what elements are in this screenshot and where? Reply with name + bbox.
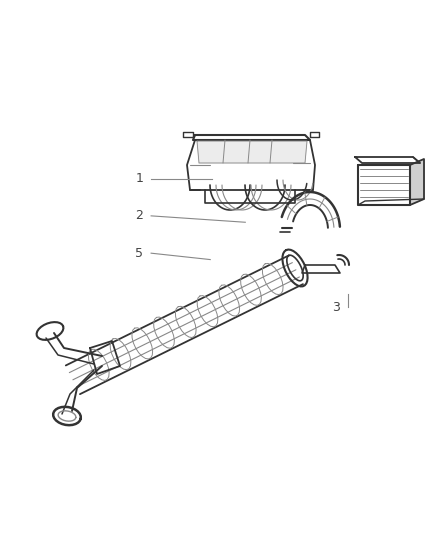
Text: 5: 5 bbox=[135, 247, 143, 260]
Text: 2: 2 bbox=[135, 209, 143, 222]
Polygon shape bbox=[410, 159, 424, 205]
Polygon shape bbox=[197, 141, 307, 163]
Text: 1: 1 bbox=[135, 172, 143, 185]
Text: 3: 3 bbox=[332, 301, 340, 313]
